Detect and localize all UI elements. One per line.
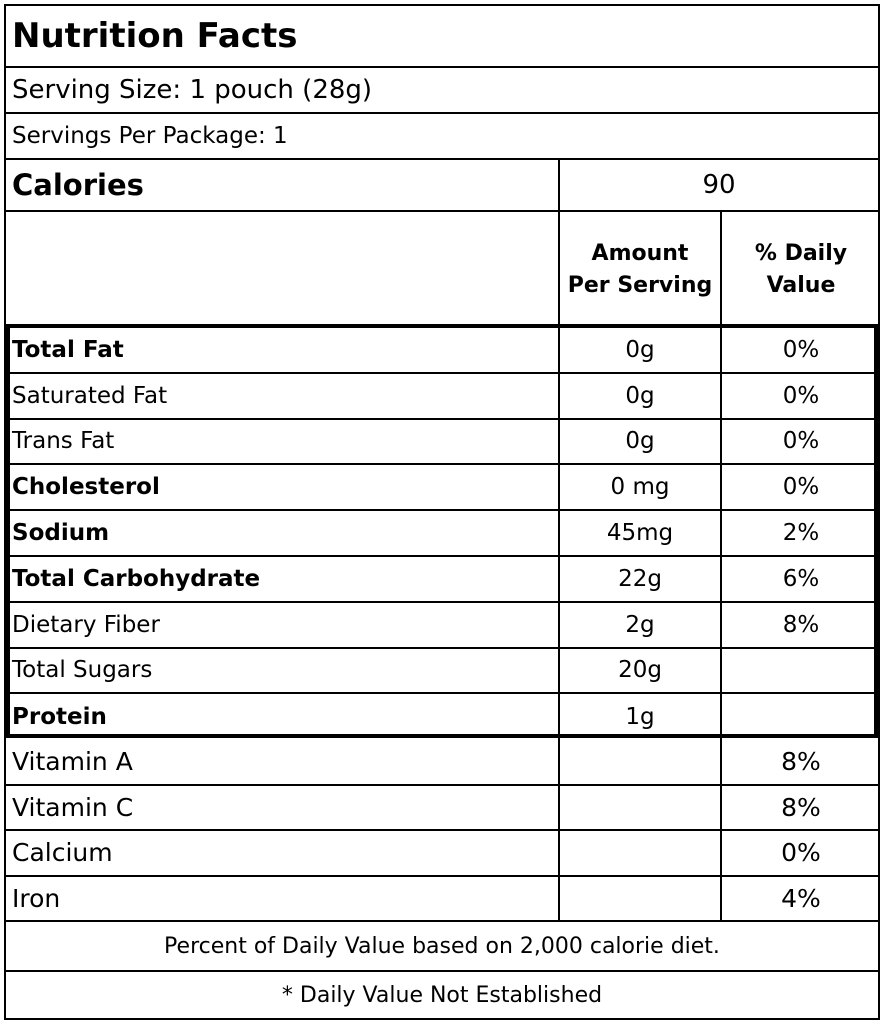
amount-per-serving-header: Amount Per Serving [558,212,720,328]
nutrient-amount: 1g [558,694,720,741]
nutrient-row: Total Sugars 20g [6,648,880,695]
nutrient-row: Total Carbohydrate 22g 6% [6,557,878,603]
calories-value: 90 [558,160,878,210]
nutrient-name: Total Fat [12,336,124,363]
column-header-row: Amount Per Serving % Daily Value [6,212,878,328]
vitamin-row: Iron 4% [6,876,880,922]
nutrient-amount: 22g [558,557,720,601]
nutrient-row: Cholesterol 0 mg 0% [6,465,880,512]
nutrition-facts-label: Nutrition Facts Serving Size: 1 pouch (2… [4,4,880,1020]
vitamin-amount [558,831,720,875]
nutrient-amount: 0g [558,419,720,464]
nutrient-daily-value: 0% [720,373,880,418]
nutrient-name: Total Carbohydrate [12,565,261,592]
footnote-row: Percent of Daily Value based on 2,000 ca… [6,922,878,972]
vitamin-name: Iron [12,883,61,913]
vitamin-daily-value: 4% [720,876,880,920]
nutrient-daily-value [720,648,880,693]
vitamin-name: Vitamin A [12,747,133,777]
nutrient-row: Saturated Fat 0g 0% [6,373,880,420]
nutrient-amount: 20g [558,648,720,693]
daily-value-basis-note: Percent of Daily Value based on 2,000 ca… [164,933,720,959]
nutrient-amount: 2g [558,602,720,647]
vitamin-amount [558,740,720,784]
label-title: Nutrition Facts [12,16,298,56]
nutrient-row: Total Fat 0g 0% [6,328,878,374]
nutrient-daily-value: 6% [720,557,880,601]
serving-size-row: Serving Size: 1 pouch (28g) [6,68,878,114]
nutrient-row: Dietary Fiber 2g 8% [6,602,880,649]
nutrient-daily-value [720,694,880,741]
nutrient-amount: 0 mg [558,465,720,510]
vitamin-name: Vitamin C [12,792,134,822]
nutrient-amount: 0g [558,328,720,372]
vitamin-amount [558,785,720,829]
nutrient-amount: 0g [558,373,720,418]
calories-row: Calories 90 [6,160,878,212]
vitamin-row: Calcium 0% [6,831,878,877]
nutrient-row: Sodium 45mg 2% [6,511,878,557]
nutrient-name: Total Sugars [12,657,153,684]
daily-value-header: % Daily Value [720,212,880,328]
vitamin-daily-value: 8% [720,785,880,829]
servings-per-package-row: Servings Per Package: 1 [6,114,878,160]
nutrient-name: Sodium [12,520,110,547]
nutrient-name: Cholesterol [12,474,160,501]
vitamin-amount [558,876,720,920]
servings-per-package: Servings Per Package: 1 [12,123,288,149]
vitamin-row: Vitamin C 8% [6,785,880,831]
nutrient-name: Saturated Fat [12,382,168,409]
not-established-note: * Daily Value Not Established [281,982,603,1008]
nutrient-daily-value: 2% [720,511,880,555]
nutrient-row: Trans Fat 0g 0% [6,419,880,466]
nutrient-name: Protein [12,704,107,731]
nutrient-name: Trans Fat [12,428,115,455]
vitamin-row: Vitamin A 8% [6,740,878,786]
vitamin-daily-value: 8% [720,740,880,784]
nutrient-row: Protein 1g [6,694,880,741]
nutrient-daily-value: 8% [720,602,880,647]
not-established-row: * Daily Value Not Established [6,972,878,1018]
vitamin-daily-value: 0% [720,831,880,875]
calories-label: Calories [12,168,144,202]
nutrient-daily-value: 0% [720,328,880,372]
vitamin-name: Calcium [12,838,113,868]
serving-size: Serving Size: 1 pouch (28g) [12,75,373,105]
nutrient-daily-value: 0% [720,419,880,464]
nutrient-amount: 45mg [558,511,720,555]
nutrient-name: Dietary Fiber [12,611,160,638]
title-row: Nutrition Facts [6,6,878,68]
nutrient-daily-value: 0% [720,465,880,510]
